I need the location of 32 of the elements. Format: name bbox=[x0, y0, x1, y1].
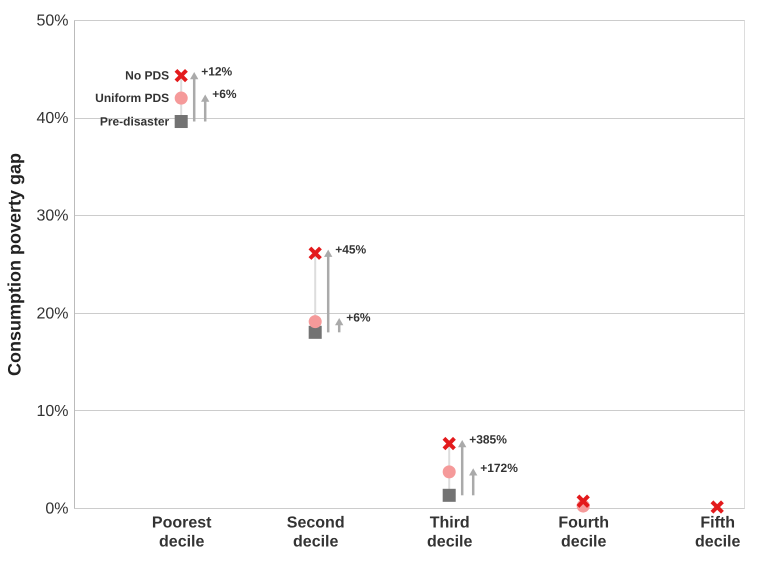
x-tick-label: Poorest decile bbox=[152, 514, 212, 550]
y-axis-title: Consumption poverty gap bbox=[4, 152, 24, 376]
x-tick-label: Third decile bbox=[427, 514, 472, 550]
point bbox=[174, 92, 188, 105]
point bbox=[576, 494, 590, 508]
y-tick-label: 20% bbox=[36, 305, 68, 322]
point bbox=[308, 326, 322, 339]
point bbox=[174, 68, 188, 83]
annotation: +385% bbox=[469, 432, 508, 447]
y-tick-label: 0% bbox=[45, 500, 68, 518]
series-label: Uniform PDS bbox=[95, 91, 170, 106]
series-label: No PDS bbox=[125, 68, 170, 83]
point bbox=[442, 488, 456, 502]
y-tick-label: 10% bbox=[36, 402, 68, 420]
point bbox=[308, 315, 322, 328]
y-tick-label: 30% bbox=[36, 208, 68, 225]
x-tick-label: Second decile bbox=[286, 514, 345, 550]
point bbox=[442, 465, 456, 478]
annotation: +6% bbox=[212, 87, 237, 102]
y-tick-label: 40% bbox=[36, 110, 68, 128]
point bbox=[308, 246, 322, 261]
y-tick-label: 50% bbox=[36, 12, 68, 30]
annotation: +172% bbox=[480, 460, 518, 475]
point bbox=[174, 114, 188, 128]
x-tick-label: Fourth decile bbox=[558, 514, 610, 550]
annotation: +45% bbox=[335, 242, 367, 256]
point bbox=[710, 500, 724, 514]
series-label: Pre-disaster bbox=[100, 114, 170, 129]
annotation: +6% bbox=[346, 310, 371, 325]
point bbox=[442, 436, 456, 451]
annotation: +12% bbox=[201, 64, 233, 79]
x-tick-label: Fifth decile bbox=[695, 514, 740, 550]
